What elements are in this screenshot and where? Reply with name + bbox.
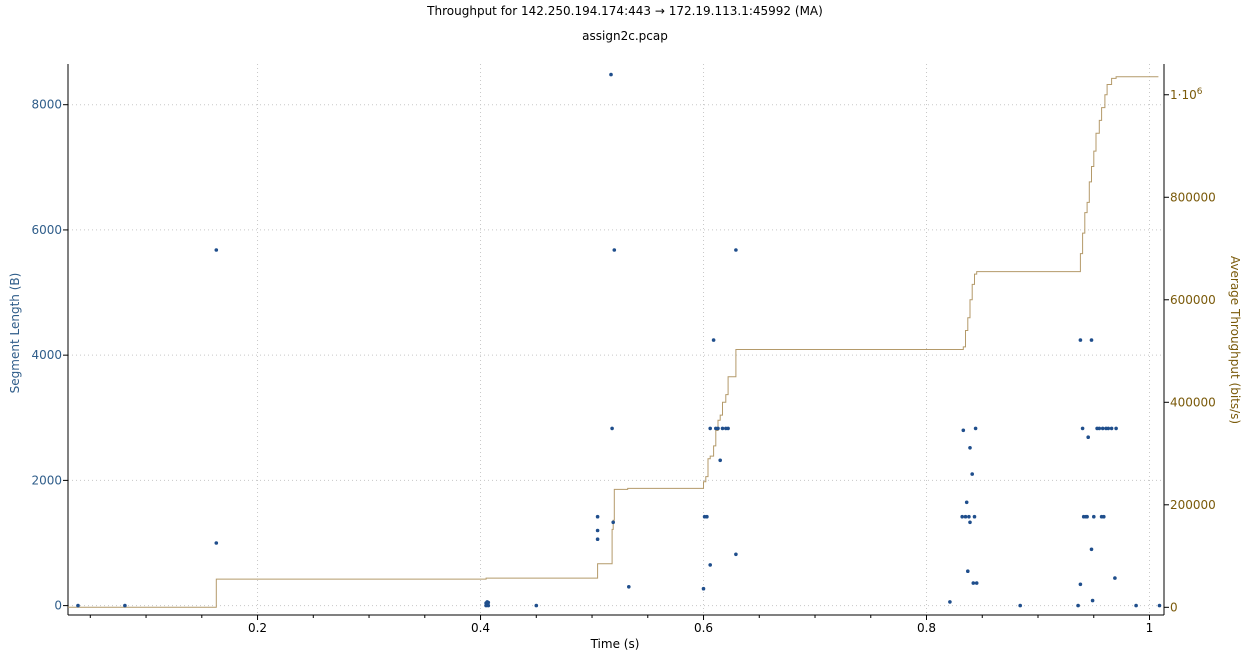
segment-point bbox=[1078, 338, 1083, 342]
segment-point bbox=[1114, 426, 1118, 431]
segment-point bbox=[1076, 603, 1080, 608]
segment-point bbox=[486, 600, 491, 605]
segment-point bbox=[214, 248, 219, 252]
segment-point bbox=[1090, 598, 1095, 603]
segment-point bbox=[610, 426, 614, 431]
y-left-tick-label: 0 bbox=[54, 599, 62, 613]
x-tick-label: 0.4 bbox=[471, 621, 490, 635]
y-right-tick-label: 0 bbox=[1170, 600, 1178, 614]
segment-point bbox=[960, 514, 964, 519]
segment-point bbox=[705, 514, 709, 519]
segment-point bbox=[595, 537, 600, 541]
y-right-tick-label: 200000 bbox=[1170, 498, 1216, 512]
segment-point bbox=[486, 603, 491, 608]
segment-point bbox=[534, 603, 539, 608]
segment-point bbox=[1109, 426, 1114, 431]
y-right-tick-label: 400000 bbox=[1170, 395, 1216, 409]
axes: 0.2 0.4 0.6 0.8 1 0 2000 4000 6000 8000 0 200000 400… bbox=[31, 64, 1216, 635]
throughput-series bbox=[68, 76, 1159, 608]
segment-point bbox=[1102, 514, 1106, 519]
segment-point bbox=[1089, 338, 1094, 342]
y-axis-right-title: Average Throughput (bits/s) bbox=[1228, 256, 1242, 424]
segment-point bbox=[701, 586, 706, 591]
segment-point bbox=[214, 541, 219, 545]
segment-point bbox=[1080, 426, 1085, 431]
segment-point bbox=[1134, 603, 1138, 608]
segment-point bbox=[968, 446, 972, 450]
segment-point bbox=[611, 520, 615, 525]
x-axis-title: Time (s) bbox=[590, 637, 640, 651]
segment-point bbox=[972, 514, 977, 519]
x-tick-label: 0.8 bbox=[917, 621, 936, 635]
segment-point bbox=[1078, 582, 1083, 587]
segment-point bbox=[1092, 514, 1096, 519]
x-tick-label: 1 bbox=[1146, 621, 1154, 635]
x-tick-label: 0.6 bbox=[694, 621, 713, 635]
segment-point bbox=[1100, 426, 1105, 431]
segment-point bbox=[718, 458, 722, 463]
segment-point bbox=[726, 426, 730, 431]
chart-title: Throughput for 142.250.194.174:443 → 172… bbox=[426, 4, 823, 18]
segment-point bbox=[1106, 426, 1111, 431]
segment-point bbox=[627, 585, 631, 589]
y-right-tick-label: 600000 bbox=[1170, 293, 1216, 307]
y-right-tick-label: 800000 bbox=[1170, 190, 1216, 204]
segment-point bbox=[961, 428, 966, 433]
segment-point bbox=[1018, 603, 1022, 608]
grid-lines bbox=[68, 64, 1164, 615]
segment-point bbox=[734, 248, 738, 252]
segment-point bbox=[970, 472, 974, 476]
segment-point bbox=[76, 603, 80, 608]
segment-point bbox=[720, 426, 725, 431]
y-left-tick-label: 6000 bbox=[31, 223, 62, 237]
x-tick-label: 0.2 bbox=[248, 621, 267, 635]
segment-point bbox=[123, 603, 127, 608]
segment-point bbox=[968, 520, 972, 525]
segment-length-series bbox=[76, 72, 1162, 608]
segment-point bbox=[711, 338, 716, 342]
chart-subtitle: assign2c.pcap bbox=[582, 29, 668, 43]
segment-point bbox=[1157, 603, 1162, 608]
segment-point bbox=[966, 569, 970, 573]
segment-point bbox=[609, 72, 613, 77]
segment-point bbox=[1086, 435, 1090, 440]
segment-point bbox=[734, 552, 738, 557]
y-left-tick-label: 4000 bbox=[31, 348, 62, 362]
y-left-tick-label: 2000 bbox=[31, 473, 62, 487]
segment-point bbox=[708, 426, 712, 431]
segment-point bbox=[967, 514, 971, 519]
y-left-tick-label: 8000 bbox=[31, 98, 62, 112]
segment-point bbox=[1089, 547, 1094, 552]
segment-point bbox=[1097, 426, 1102, 431]
segment-point bbox=[963, 514, 968, 519]
segment-point bbox=[1085, 514, 1089, 519]
segment-point bbox=[716, 426, 720, 431]
segment-point bbox=[964, 500, 969, 505]
segment-point bbox=[612, 248, 617, 252]
segment-point bbox=[971, 581, 976, 585]
segment-point bbox=[595, 528, 600, 533]
throughput-line bbox=[68, 76, 1159, 608]
segment-point bbox=[948, 600, 952, 604]
y-right-tick-label: 1·106 bbox=[1170, 87, 1203, 102]
segment-point bbox=[973, 426, 978, 431]
segment-point bbox=[1113, 576, 1117, 580]
y-axis-left-title: Segment Length (B) bbox=[8, 273, 22, 394]
segment-point bbox=[974, 581, 979, 585]
segment-point bbox=[708, 563, 712, 567]
segment-point bbox=[595, 514, 600, 519]
